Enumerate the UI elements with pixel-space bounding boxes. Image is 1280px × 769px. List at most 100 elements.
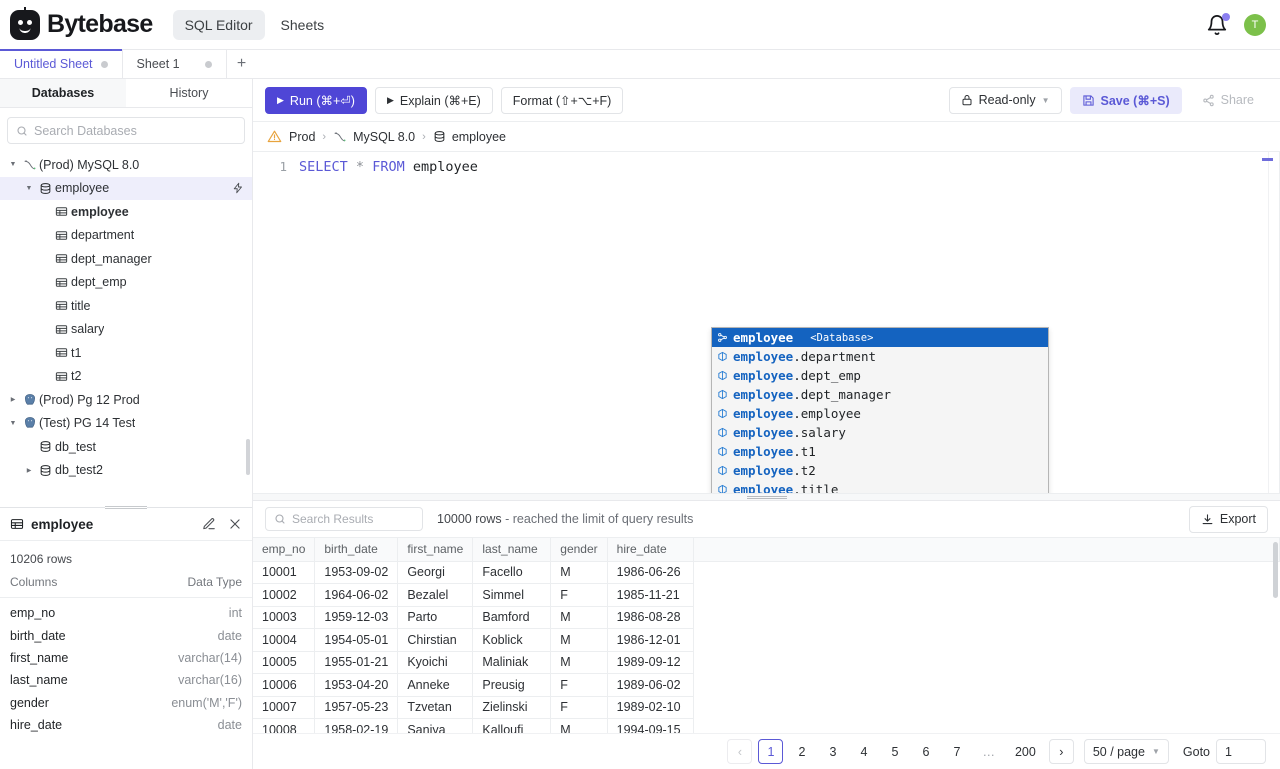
table-cell[interactable]: F	[550, 583, 608, 607]
table-cell[interactable]: Koblick	[472, 628, 552, 652]
table-cell[interactable]: M	[550, 651, 608, 674]
save-button[interactable]: Save (⌘+S)	[1069, 86, 1182, 114]
format-button[interactable]: Format (⇧+⌥+F)	[500, 86, 624, 114]
table-cell[interactable]: 1989-06-02	[607, 673, 694, 697]
table-cell[interactable]: Kyoichi	[397, 651, 474, 674]
share-button[interactable]: Share	[1190, 87, 1266, 114]
chevron-down-icon[interactable]	[6, 420, 20, 427]
chevron-right-icon[interactable]	[22, 467, 36, 474]
table-cell[interactable]: Facello	[472, 561, 552, 584]
table-cell[interactable]: 1958-02-19	[314, 718, 399, 733]
table-cell[interactable]: 10004	[253, 628, 316, 652]
pagination-page-1[interactable]: 1	[758, 739, 784, 764]
brand-logo[interactable]: Bytebase	[10, 6, 153, 40]
table-cell[interactable]: 10008	[253, 718, 316, 733]
autocomplete-item[interactable]: employee.employee	[712, 404, 1048, 423]
pagination-page-4[interactable]: 4	[860, 744, 868, 759]
tree-node-title[interactable]: title	[0, 294, 252, 318]
table-row[interactable]: 10004 1954-05-01 Chirstian Koblick M 1986-12-…	[253, 628, 1280, 652]
edit-icon[interactable]	[202, 517, 216, 531]
table-cell[interactable]: 1986-12-01	[607, 628, 694, 652]
explain-button[interactable]: ▶ Explain (⌘+E)	[374, 86, 493, 114]
table-cell[interactable]: Kalloufi	[472, 718, 552, 733]
pagination-page-last[interactable]: 200	[1014, 744, 1036, 759]
autocomplete-popup[interactable]: employee <Database> employee.department emp…	[711, 327, 1049, 493]
column-header-gender[interactable]: gender	[550, 538, 608, 562]
tree-node-t1[interactable]: t1	[0, 341, 252, 365]
table-cell[interactable]: 10003	[253, 606, 316, 629]
pagination-page-3[interactable]: 3	[829, 744, 837, 759]
breadcrumb-database[interactable]: employee	[433, 130, 506, 144]
tree-node-salary[interactable]: salary	[0, 318, 252, 342]
results-vertical-scrollbar[interactable]	[1273, 542, 1278, 598]
search-results-box[interactable]	[265, 507, 423, 531]
tree-node-t2[interactable]: t2	[0, 365, 252, 389]
nav-sql-editor[interactable]: SQL Editor	[172, 9, 265, 40]
autocomplete-item[interactable]: employee.t2	[712, 461, 1048, 480]
table-cell[interactable]: 1989-09-12	[607, 651, 694, 674]
pagination-prev-button[interactable]: ‹	[727, 739, 753, 764]
autocomplete-item[interactable]: employee.dept_emp	[712, 366, 1048, 385]
table-cell[interactable]: 1954-05-01	[314, 628, 399, 652]
search-databases-box[interactable]	[7, 117, 245, 144]
table-cell[interactable]: 1953-09-02	[314, 561, 399, 584]
run-button[interactable]: ▶ Run (⌘+⏎)	[265, 86, 367, 114]
pagination-page-5[interactable]: 5	[891, 744, 899, 759]
chevron-down-icon[interactable]	[22, 185, 36, 192]
table-row[interactable]: 10006 1953-04-20 Anneke Preusig F 1989-06-02	[253, 673, 1280, 697]
pagination-page-6[interactable]: 6	[922, 744, 930, 759]
tree-node-dept_manager[interactable]: dept_manager	[0, 247, 252, 271]
editor-scrollbar[interactable]	[1262, 158, 1273, 161]
table-cell[interactable]: Chirstian	[397, 628, 474, 652]
table-cell[interactable]: 10001	[253, 561, 316, 584]
table-row[interactable]: 10003 1959-12-03 Parto Bamford M 1986-08-28	[253, 606, 1280, 629]
autocomplete-item[interactable]: employee.t1	[712, 442, 1048, 461]
table-cell[interactable]: 10007	[253, 696, 316, 719]
page-size-select[interactable]: 50 / page ▼	[1083, 739, 1169, 764]
column-header-hire_date[interactable]: hire_date	[607, 538, 694, 562]
table-cell[interactable]: Zielinski	[472, 696, 552, 719]
tree-node-department[interactable]: department	[0, 224, 252, 248]
table-cell[interactable]: 10002	[253, 583, 316, 607]
table-row[interactable]: 10001 1953-09-02 Georgi Facello M 1986-06-26	[253, 561, 1280, 584]
notifications-bell-icon[interactable]	[1206, 12, 1230, 36]
sidebar-scrollbar[interactable]	[246, 439, 250, 475]
column-header-last_name[interactable]: last_name	[472, 538, 552, 562]
table-cell[interactable]: Bamford	[472, 606, 552, 629]
tree-node--prod-mysql-8-0[interactable]: (Prod) MySQL 8.0	[0, 153, 252, 177]
table-row[interactable]: 10005 1955-01-21 Kyoichi Maliniak M 1989-09-1…	[253, 651, 1280, 674]
table-cell[interactable]: M	[550, 628, 608, 652]
table-cell[interactable]: Maliniak	[472, 651, 552, 674]
table-cell[interactable]: Bezalel	[397, 583, 474, 607]
table-cell[interactable]: 1964-06-02	[314, 583, 399, 607]
close-icon[interactable]	[228, 517, 242, 531]
pagination-page-7[interactable]: 7	[953, 744, 961, 759]
table-cell[interactable]: 10005	[253, 651, 316, 674]
goto-page-input[interactable]	[1216, 739, 1266, 764]
table-cell[interactable]: 1959-12-03	[314, 606, 399, 629]
sheet-tab-untitled[interactable]: Untitled Sheet	[0, 49, 123, 78]
table-row[interactable]: 10008 1958-02-19 Saniya Kalloufi M 1994-09-15	[253, 718, 1280, 733]
search-databases-input[interactable]	[34, 123, 236, 138]
autocomplete-item[interactable]: employee.department	[712, 347, 1048, 366]
avatar[interactable]: T	[1244, 13, 1266, 36]
table-cell[interactable]: 1985-11-21	[607, 583, 694, 607]
autocomplete-item[interactable]: employee.dept_manager	[712, 385, 1048, 404]
table-cell[interactable]: Georgi	[397, 561, 474, 584]
sheet-tab-sheet1[interactable]: Sheet 1	[123, 50, 227, 78]
tree-node-employee[interactable]: employee	[0, 176, 252, 200]
editor-results-resize-handle[interactable]	[253, 493, 1280, 501]
breadcrumb-environment[interactable]: Prod	[289, 130, 315, 144]
table-row[interactable]: 10007 1957-05-23 Tzvetan Zielinski F 1989-02-…	[253, 696, 1280, 719]
tree-node--test-pg-14-test[interactable]: (Test) PG 14 Test	[0, 412, 252, 436]
breadcrumb-instance[interactable]: MySQL 8.0	[333, 130, 415, 144]
table-cell[interactable]: 1953-04-20	[314, 673, 399, 697]
table-cell[interactable]: Parto	[397, 606, 474, 629]
nav-sheets[interactable]: Sheets	[280, 16, 325, 33]
schema-panel-resize-handle[interactable]	[105, 504, 147, 511]
table-cell[interactable]: 1989-02-10	[607, 696, 694, 719]
export-button[interactable]: Export	[1188, 505, 1268, 533]
table-cell[interactable]: 1994-09-15	[607, 718, 694, 733]
chevron-right-icon[interactable]	[6, 396, 20, 403]
table-cell[interactable]: Saniya	[397, 718, 474, 733]
